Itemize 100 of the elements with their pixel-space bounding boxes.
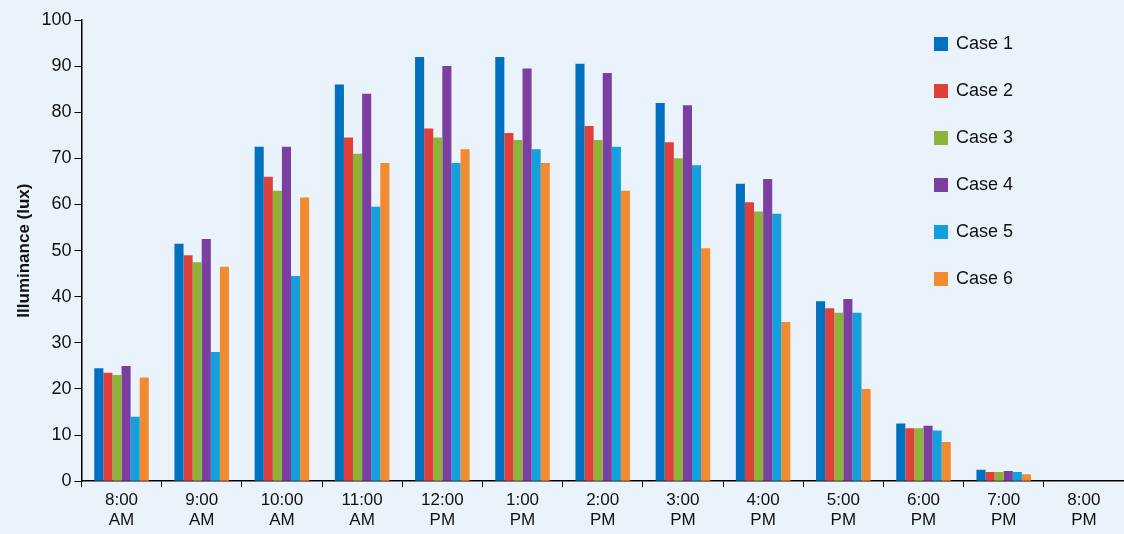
bar	[816, 301, 826, 481]
x-tick-label: 9:00 AM	[185, 490, 219, 530]
bar	[1012, 471, 1022, 481]
bar	[735, 183, 745, 481]
y-tick-label: 90	[51, 55, 72, 76]
x-tick-label: 10:00 AM	[260, 490, 304, 530]
bar	[861, 388, 871, 481]
y-tick-label: 10	[51, 424, 72, 445]
bar	[781, 322, 791, 481]
bar	[923, 425, 933, 481]
legend-label: Case 4	[956, 173, 1014, 194]
y-tick-label: 70	[51, 147, 72, 168]
bar	[994, 471, 1004, 481]
x-tick-label: 2:00 PM	[586, 490, 620, 530]
bar	[1021, 474, 1031, 481]
bar	[433, 137, 443, 481]
bar	[201, 239, 211, 481]
x-tick-label: 12:00 PM	[421, 490, 464, 530]
bar	[664, 142, 674, 481]
y-tick-label: 50	[51, 239, 72, 260]
bar	[291, 275, 301, 481]
bar	[602, 73, 612, 481]
bar	[424, 128, 434, 481]
bar	[343, 137, 354, 481]
y-tick-label: 60	[51, 193, 72, 214]
x-tick-label: 1:00 PM	[505, 490, 540, 530]
bar	[575, 63, 585, 481]
bar	[692, 165, 702, 481]
legend-label: Case 1	[956, 32, 1014, 53]
bar	[210, 352, 220, 481]
bar	[121, 365, 131, 481]
bar	[620, 190, 630, 481]
y-tick-label: 80	[51, 101, 72, 122]
legend-label: Case 5	[956, 220, 1014, 241]
bar	[254, 146, 264, 481]
bar	[834, 312, 844, 481]
bar	[584, 126, 594, 481]
bar	[130, 416, 140, 481]
bar	[941, 442, 951, 481]
bar	[94, 368, 104, 481]
bar	[451, 162, 461, 481]
bar	[103, 372, 113, 481]
x-tick-label: 11:00 AM	[341, 490, 383, 530]
bar	[673, 158, 683, 481]
y-tick-label: 20	[51, 377, 72, 398]
y-tick-label: 40	[51, 285, 72, 306]
y-tick-label: 0	[61, 470, 72, 491]
y-axis-title: Illuminance (lux)	[13, 183, 33, 318]
bar	[281, 146, 292, 481]
bar	[682, 105, 692, 481]
y-tick-label: 100	[41, 8, 72, 29]
bar	[192, 262, 202, 481]
bar	[174, 243, 184, 481]
legend-label: Case 3	[956, 126, 1014, 147]
bar	[112, 375, 122, 481]
bar	[504, 132, 514, 481]
bar	[442, 66, 452, 481]
bar	[593, 139, 603, 481]
bar	[353, 153, 363, 481]
bar	[183, 255, 193, 481]
bar	[460, 149, 470, 481]
bar	[655, 103, 665, 481]
bar	[380, 162, 390, 481]
bar	[754, 211, 764, 481]
x-tick-label: 8:00 PM	[1067, 490, 1101, 530]
legend-label: Case 2	[956, 79, 1014, 100]
bar	[272, 190, 282, 481]
x-tick-label: 7:00 PM	[987, 490, 1021, 530]
bar	[263, 176, 273, 481]
bar	[852, 312, 862, 481]
bar	[896, 423, 906, 481]
bar	[914, 428, 924, 481]
bar	[905, 428, 915, 481]
bar	[334, 84, 344, 481]
bar	[611, 146, 621, 481]
bar	[362, 93, 372, 481]
x-tick-label: 6:00 PM	[906, 490, 941, 530]
bar	[531, 149, 541, 481]
bar	[763, 179, 773, 481]
bar	[932, 430, 942, 481]
bar	[1003, 471, 1013, 481]
bar	[825, 308, 835, 481]
bar	[495, 56, 505, 481]
y-tick-label: 30	[51, 331, 72, 352]
bar	[976, 469, 986, 481]
bar	[522, 68, 532, 481]
x-tick-label: 5:00 PM	[826, 490, 860, 530]
bar	[843, 299, 853, 481]
bar	[744, 202, 755, 481]
legend-label: Case 6	[956, 267, 1014, 288]
x-tick-label: 4:00 PM	[746, 490, 780, 530]
bar	[415, 56, 425, 481]
bar	[985, 471, 995, 481]
x-tick-label: 3:00 PM	[666, 490, 700, 530]
bar	[772, 213, 782, 481]
bar	[701, 248, 711, 481]
bar	[371, 206, 381, 481]
bar	[540, 162, 550, 481]
bar	[139, 377, 149, 481]
bar	[219, 266, 229, 481]
